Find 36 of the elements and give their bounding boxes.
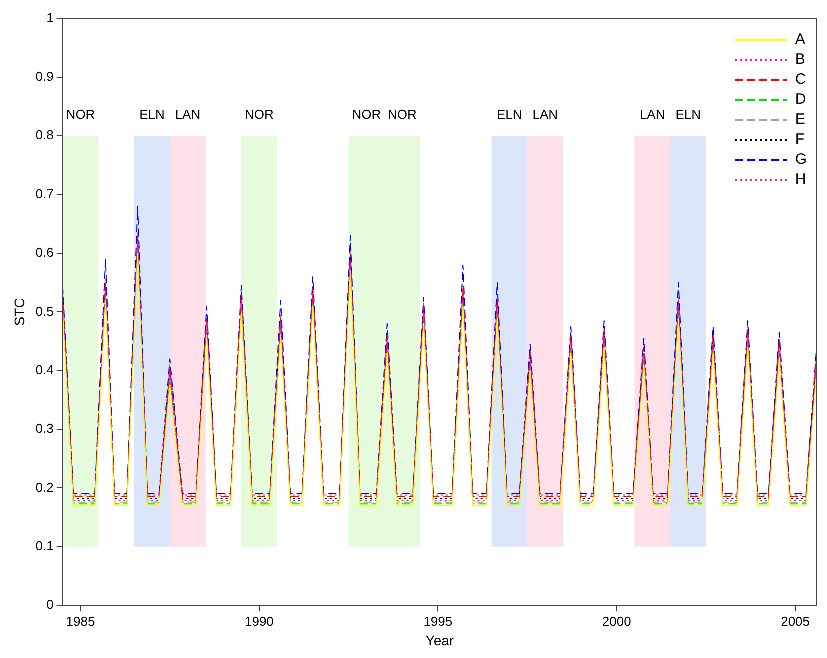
y-tick-label: 0 [46,597,54,612]
y-tick-label: 0.7 [36,186,54,202]
band-label: LAN [532,107,558,122]
y-tick-label: 0.4 [36,362,54,378]
y-tick-label: 0.3 [36,421,54,436]
band-label: NOR [388,107,417,122]
x-axis-title: Year [426,632,454,648]
legend-label: C [795,70,806,90]
x-tick-label: 1995 [424,614,453,629]
legend-label: H [795,170,806,190]
legend-label: A [795,30,806,50]
band-label: NOR [352,107,382,122]
y-tick-label: 0.9 [36,69,54,84]
legend-label: F [795,130,804,150]
x-tick-label: 2000 [602,614,632,629]
y-tick-label: 0.6 [36,245,54,260]
legend-label: B [795,50,806,70]
y-tick-label: 0.8 [36,128,54,143]
y-tick-label: 1 [46,10,54,26]
band-label: ELN [140,107,165,122]
band-label: LAN [640,107,666,122]
x-tick-label: 2005 [781,614,810,629]
y-tick-label: 0.5 [36,304,54,319]
band-label: NOR [66,107,96,122]
y-axis-title: STC [11,298,28,326]
band-label: ELN [496,107,522,122]
y-tick-label: 0.2 [36,480,54,495]
legend-label: G [795,150,807,170]
band-label: ELN [676,107,701,122]
y-tick-label: 0.1 [36,538,54,554]
legend-label: D [795,90,806,110]
legend-label: E [795,110,806,130]
band-label: LAN [175,107,201,122]
band-label: NOR [245,107,274,122]
x-tick-label: 1990 [244,614,274,629]
x-tick-label: 1985 [66,614,96,629]
